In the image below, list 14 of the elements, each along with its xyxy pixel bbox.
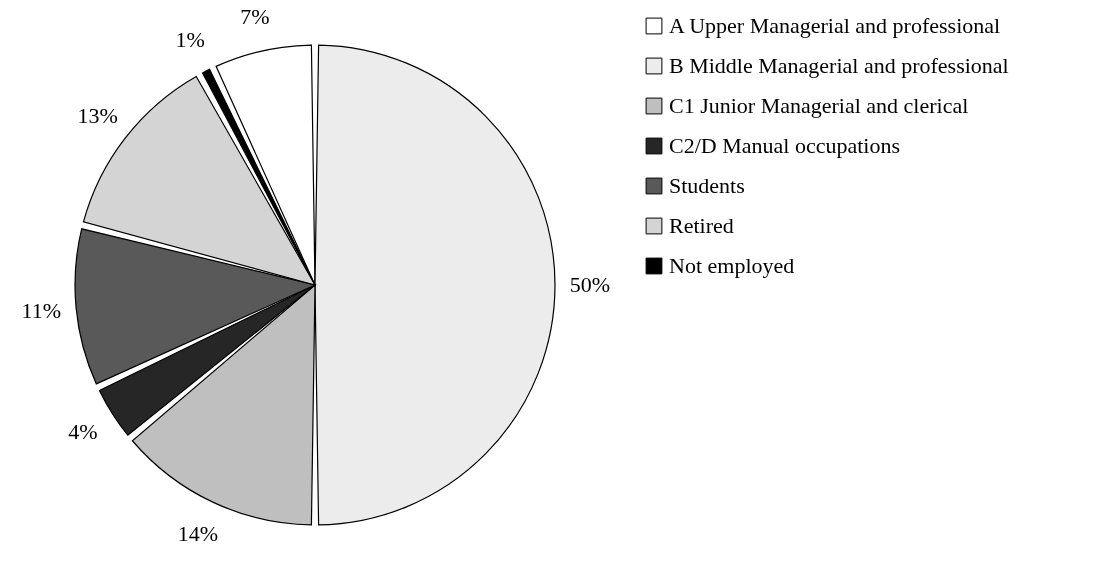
data-label: 4% bbox=[68, 419, 98, 445]
data-label: 11% bbox=[21, 297, 61, 323]
legend-label: A Upper Managerial and professional bbox=[669, 13, 1001, 38]
legend-label: Retired bbox=[669, 213, 734, 238]
data-label: 13% bbox=[77, 103, 118, 129]
data-label: 50% bbox=[569, 272, 611, 297]
data-label: 14% bbox=[177, 520, 219, 546]
legend-label: C2/D Manual occupations bbox=[669, 133, 900, 158]
legend-label: Not employed bbox=[669, 253, 795, 278]
data-label: 7% bbox=[240, 3, 270, 29]
data-label: 1% bbox=[175, 26, 205, 52]
legend-label: B Middle Managerial and professional bbox=[669, 53, 1009, 78]
legend-label: C1 Junior Managerial and clerical bbox=[669, 93, 969, 118]
legend-label: Students bbox=[669, 173, 745, 198]
